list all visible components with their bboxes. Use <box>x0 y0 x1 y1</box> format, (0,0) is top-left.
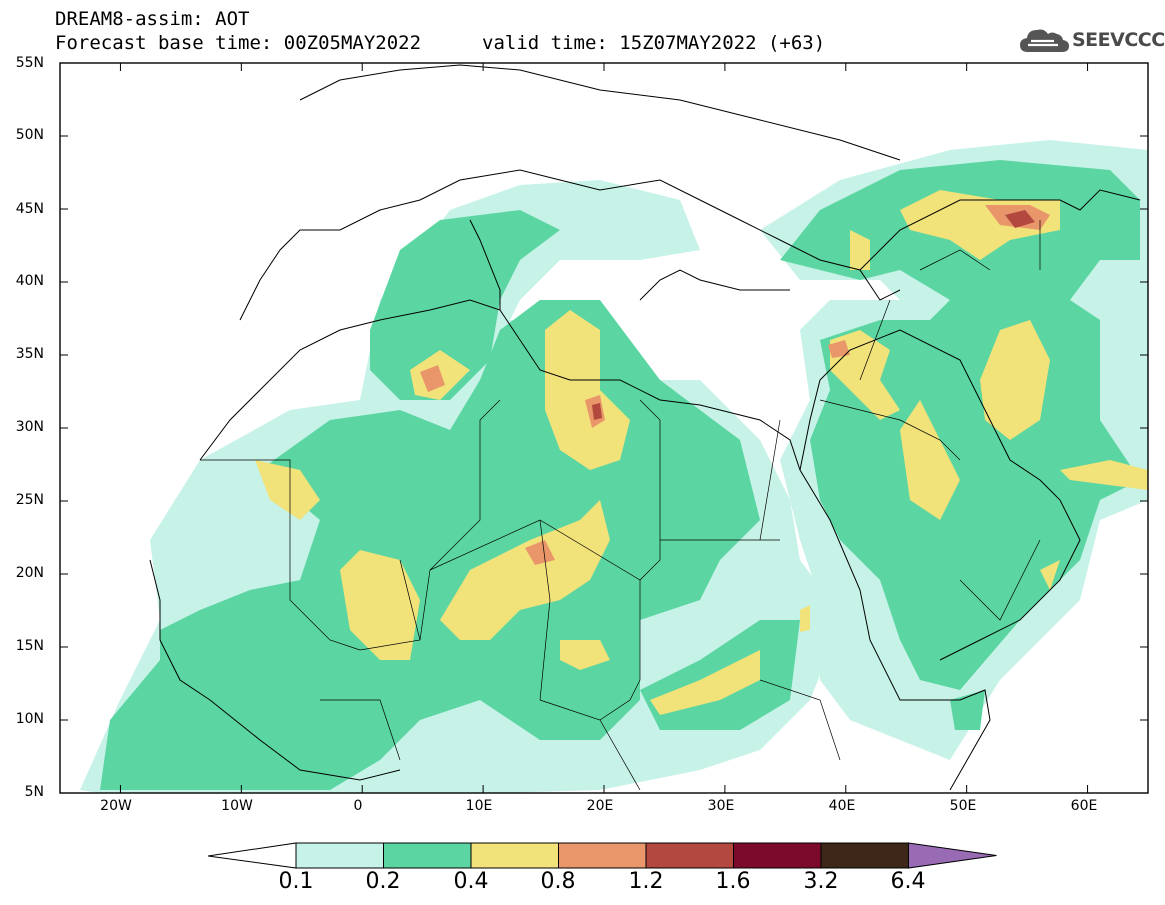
aot-fields <box>80 140 1148 793</box>
lon-label-30e: 30E <box>707 798 735 814</box>
legend-label-0.1: 0.1 <box>278 869 314 894</box>
legend-box-3 <box>558 842 647 869</box>
lat-label-40n: 40N <box>15 273 44 289</box>
legend-boxes <box>295 842 997 869</box>
lon-label-20e: 20E <box>586 798 614 814</box>
aot-band-1.2 <box>592 210 1035 420</box>
aot-band-0.4 <box>255 190 1148 715</box>
legend-box-2 <box>470 842 559 869</box>
lat-label-55n: 55N <box>15 55 44 71</box>
lat-label-15n: 15N <box>15 638 44 654</box>
forecast-base-time: Forecast base time: 00Z05MAY2022 <box>55 32 422 54</box>
lat-label-5n: 5N <box>24 784 44 800</box>
lat-label-45n: 45N <box>15 201 44 217</box>
legend-box-5 <box>733 842 822 869</box>
legend-label-1.2: 1.2 <box>628 869 664 894</box>
seevccc-logo: SEEVCCC <box>1018 26 1165 54</box>
legend-box-4 <box>645 842 734 869</box>
legend-low-arrow <box>207 842 297 869</box>
lon-label-10w: 10W <box>221 798 253 814</box>
legend-label-0.2: 0.2 <box>365 869 401 894</box>
legend-high-arrow <box>908 842 997 869</box>
lon-label-40e: 40E <box>828 798 856 814</box>
logo-text: SEEVCCC <box>1072 29 1165 51</box>
lat-label-25n: 25N <box>15 492 44 508</box>
cloud-icon <box>1020 29 1069 52</box>
legend-label-0.8: 0.8 <box>540 869 576 894</box>
lat-label-30n: 30N <box>15 419 44 435</box>
legend-label-1.6: 1.6 <box>715 869 751 894</box>
lat-label-35n: 35N <box>15 346 44 362</box>
axis-ticks <box>60 62 1148 794</box>
lon-label-20w: 20W <box>100 798 132 814</box>
lon-label-10e: 10E <box>465 798 493 814</box>
lon-label-0: 0 <box>353 798 363 814</box>
map-title: DREAM8-assim: AOT <box>55 8 250 30</box>
valid-time: valid time: 15Z07MAY2022 (+63) <box>482 32 826 54</box>
lon-label-50e: 50E <box>949 798 977 814</box>
legend-box-1 <box>383 842 472 869</box>
legend-box-6 <box>820 842 909 869</box>
lat-label-10n: 10N <box>15 711 44 727</box>
country-borders <box>200 220 1041 791</box>
lat-label-20n: 20N <box>15 565 44 581</box>
coastlines <box>149 64 1141 791</box>
lat-label-50n: 50N <box>15 127 44 143</box>
legend-label-6.4: 6.4 <box>890 869 926 894</box>
legend-label-0.4: 0.4 <box>453 869 489 894</box>
lon-label-60e: 60E <box>1070 798 1098 814</box>
legend-box-0 <box>295 842 384 869</box>
legend-label-3.2: 3.2 <box>803 869 839 894</box>
